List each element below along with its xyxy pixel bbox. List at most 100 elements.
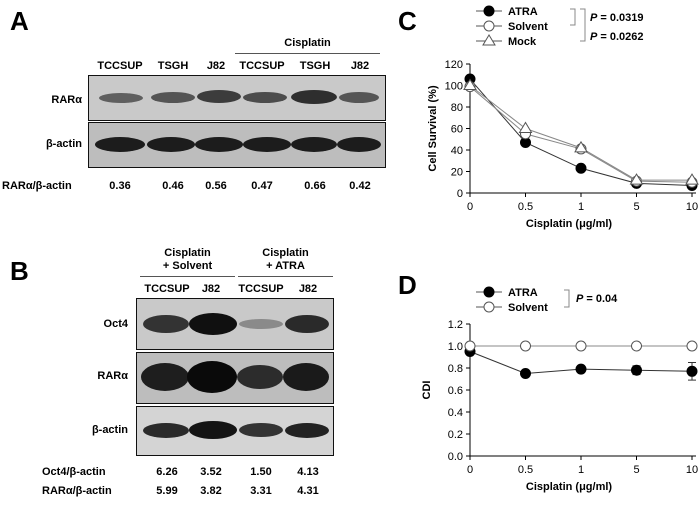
panel-a-row-rara-label: RARα [51, 94, 82, 106]
panel-a-lane-3: J82 [206, 60, 226, 72]
y-tick-label: 80 [451, 102, 463, 114]
panel-b-header-solvent-line1: Cisplatin [164, 247, 211, 259]
y-tick-label: 1.2 [448, 319, 463, 331]
band [195, 137, 243, 152]
x-tick-label: 1 [578, 201, 584, 213]
panel-a-rara-blot [88, 75, 386, 121]
band [339, 92, 379, 103]
band [147, 137, 195, 152]
legend-marker-mock [482, 34, 496, 46]
data-point-mock [463, 78, 477, 90]
data-point-mock [685, 173, 699, 185]
band [189, 421, 237, 439]
panel-b-rara-ratio-1: 5.99 [156, 485, 178, 497]
x-tick-label: 0 [467, 201, 473, 213]
panel-c-letter: C [398, 6, 417, 36]
band [197, 90, 241, 103]
panel-b-oct4-ratio-3: 1.50 [250, 466, 272, 478]
x-axis-label: Cisplatin (μg/ml) [526, 218, 613, 230]
y-tick-label: 0.6 [448, 385, 463, 397]
y-tick-label: 120 [445, 59, 463, 71]
p-symbol: P [590, 12, 598, 24]
panel-b-rara-ratio-4: 4.31 [297, 485, 319, 497]
panel-c-chart: 0 20 40 60 80 100 120 0 0.5 1 5 10 Cisplatin (μg/ml)… [427, 5, 699, 230]
y-tick-label: 1.0 [448, 341, 463, 353]
panel-b-row-rara-label: RARα [97, 370, 128, 382]
y-tick-label: 100 [445, 81, 463, 93]
y-tick-label: 40 [451, 145, 463, 157]
p-value-annotation-2: P = 0.0262 [590, 31, 644, 43]
panel-b-lane-2: J82 [201, 283, 221, 295]
panel-a-row-bactin-label: β-actin [45, 138, 82, 150]
data-point-solvent [575, 340, 587, 352]
data-point-solvent [631, 340, 642, 352]
panel-a-lane-5: TSGH [299, 60, 331, 72]
x-tick-label: 1 [578, 464, 584, 476]
band [239, 319, 283, 329]
band [285, 423, 329, 438]
legend-label-solvent: Solvent [508, 302, 548, 314]
panel-b-lane-4: J82 [298, 283, 318, 295]
panel-b-oct4-ratio-1: 6.26 [156, 466, 178, 478]
panel-b-bactin-blot [136, 406, 334, 456]
panel-d-letter: D [398, 270, 417, 300]
panel-a-bactin-blot [88, 122, 386, 168]
panel-a-ratio-6: 0.42 [349, 180, 371, 192]
panel-b-rara-blot [136, 352, 334, 404]
panel-a-lane-2: TSGH [157, 60, 189, 72]
p-value-annotation: P = 0.04 [576, 293, 618, 305]
band [291, 90, 337, 104]
panel-b-lane-3: TCCSUP [238, 283, 284, 295]
significance-bracket [570, 8, 576, 26]
panel-b-header-solvent: Cisplatin + Solvent [140, 247, 235, 273]
panel-b-lane-1: TCCSUP [144, 283, 190, 295]
panel-b-oct4-blot [136, 298, 334, 350]
panel-b-header-solvent-line2: + Solvent [162, 260, 213, 272]
p-value: = 0.04 [583, 293, 618, 305]
y-axis-label: Cell Survival (%) [427, 85, 439, 172]
data-point-solvent [464, 340, 476, 352]
legend-label-atra: ATRA [508, 287, 538, 299]
x-tick-label: 0 [467, 464, 473, 476]
data-point-mock [629, 173, 644, 185]
data-point-mock [518, 121, 533, 133]
y-tick-label: 0.2 [448, 429, 463, 441]
legend-marker-solvent [483, 301, 495, 313]
band [239, 423, 283, 437]
data-point-atra [575, 363, 587, 375]
panel-a-letter: A [10, 6, 29, 36]
data-point-atra [686, 365, 698, 377]
x-tick-label: 5 [633, 464, 639, 476]
panel-a-ratio-3: 0.56 [205, 180, 227, 192]
band [285, 315, 329, 333]
data-point-atra [575, 162, 587, 174]
band [291, 137, 337, 152]
data-point-atra [631, 364, 642, 376]
y-tick-label: 0.4 [448, 407, 463, 419]
y-tick-label: 0 [457, 188, 463, 200]
p-symbol: P [590, 31, 598, 43]
significance-bracket [564, 289, 570, 308]
data-point-solvent [520, 340, 531, 352]
band [151, 92, 195, 103]
band [337, 137, 381, 152]
panel-a-ratio-4: 0.47 [251, 180, 273, 192]
band [95, 137, 145, 152]
data-point-solvent [686, 340, 698, 352]
panel-a-ratio-label: RARα/β-actin [2, 180, 72, 192]
x-tick-label: 5 [633, 201, 639, 213]
panel-a-cisplatin-header: Cisplatin [284, 37, 331, 49]
x-tick-label: 10 [686, 464, 698, 476]
y-tick-label: 0.0 [448, 451, 463, 463]
significance-bracket [580, 8, 586, 42]
y-axis-label: CDI [421, 381, 433, 400]
p-symbol: P [576, 293, 584, 305]
panel-b-rara-ratio-2: 3.82 [200, 485, 222, 497]
panel-b-oct4-ratio-4: 4.13 [297, 466, 319, 478]
panel-b-row-bactin-label: β-actin [91, 424, 128, 436]
panel-a-ratio-1: 0.36 [109, 180, 131, 192]
legend-marker-solvent [483, 20, 495, 32]
panel-b-oct4-ratio-2: 3.52 [200, 466, 222, 478]
y-tick-label: 20 [451, 167, 463, 179]
x-tick-label: 10 [686, 201, 698, 213]
